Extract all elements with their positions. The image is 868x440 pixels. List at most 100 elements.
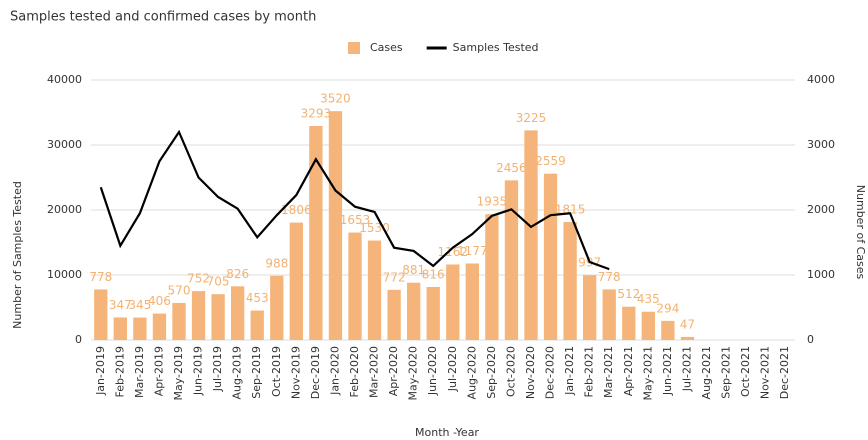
data-label: 2559 bbox=[535, 154, 566, 168]
y2-tick-label: 1000 bbox=[807, 268, 835, 281]
bar bbox=[426, 286, 440, 340]
data-label: 1177 bbox=[457, 244, 488, 258]
bar bbox=[309, 125, 323, 340]
bar bbox=[133, 317, 147, 340]
bar bbox=[446, 264, 460, 340]
x-tick-label: Aug-2020 bbox=[465, 346, 478, 399]
data-label: 406 bbox=[148, 294, 171, 308]
bar bbox=[602, 289, 616, 340]
bar bbox=[289, 222, 303, 340]
y2-tick-label: 4000 bbox=[807, 73, 835, 86]
data-label: 294 bbox=[656, 301, 679, 315]
x-tick-label: May-2019 bbox=[172, 346, 185, 401]
y-axis-title: Number of Samples Tested bbox=[11, 181, 24, 329]
x-tick-label: Apr-2020 bbox=[387, 346, 400, 396]
x-tick-label: Mar-2019 bbox=[133, 346, 146, 398]
x-tick-label: Oct-2020 bbox=[504, 346, 517, 397]
y2-tick-label: 2000 bbox=[807, 203, 835, 216]
bar bbox=[231, 286, 245, 340]
x-tick-label: Mar-2020 bbox=[368, 346, 381, 398]
data-label: 453 bbox=[246, 291, 269, 305]
x-tick-label: Apr-2021 bbox=[622, 346, 635, 396]
bar bbox=[94, 289, 108, 340]
data-label: 705 bbox=[207, 275, 230, 289]
data-label: 816 bbox=[422, 267, 445, 281]
bar bbox=[348, 232, 362, 340]
x-tick-label: Nov-2021 bbox=[759, 346, 772, 399]
x-tick-label: Apr-2019 bbox=[152, 346, 165, 396]
chart-title: Samples tested and confirmed cases by mo… bbox=[10, 10, 316, 25]
legend-label: Samples Tested bbox=[453, 41, 539, 54]
x-tick-label: Jan-2019 bbox=[94, 346, 107, 396]
bar bbox=[407, 282, 421, 340]
bar bbox=[543, 173, 558, 340]
x-tick-label: Dec-2021 bbox=[778, 346, 791, 399]
x-tick-label: Jun-2019 bbox=[192, 346, 205, 396]
data-label: 1653 bbox=[340, 213, 371, 227]
x-tick-label: Jul-2019 bbox=[211, 346, 224, 392]
x-tick-label: Jul-2020 bbox=[446, 346, 459, 392]
data-label: 3520 bbox=[320, 92, 351, 106]
bar bbox=[270, 275, 284, 340]
bar bbox=[250, 310, 264, 340]
bar bbox=[504, 180, 519, 340]
x-tick-label: Nov-2020 bbox=[524, 346, 537, 399]
x-tick-label: Nov-2019 bbox=[289, 346, 302, 399]
bar bbox=[172, 302, 186, 340]
x-tick-label: Aug-2021 bbox=[700, 346, 713, 399]
x-tick-label: May-2021 bbox=[641, 346, 654, 401]
data-label: 2456 bbox=[496, 161, 527, 175]
bar bbox=[680, 336, 695, 340]
data-label: 826 bbox=[226, 267, 249, 281]
x-tick-label: Feb-2020 bbox=[348, 346, 361, 397]
y-tick-label: 20000 bbox=[47, 203, 82, 216]
data-label: 1935 bbox=[477, 195, 508, 209]
data-label: 512 bbox=[617, 287, 640, 301]
data-label: 345 bbox=[128, 298, 151, 312]
data-label: 570 bbox=[168, 283, 191, 297]
data-label: 988 bbox=[265, 256, 288, 270]
bar bbox=[661, 320, 675, 340]
data-label: 772 bbox=[383, 270, 406, 284]
bar bbox=[113, 317, 127, 340]
y-tick-label: 10000 bbox=[47, 268, 82, 281]
bar bbox=[367, 240, 382, 340]
legend-swatch bbox=[348, 42, 360, 54]
data-label: 347 bbox=[109, 298, 132, 312]
x-tick-label: Jan-2020 bbox=[328, 346, 341, 396]
x-tick-label: Mar-2021 bbox=[602, 346, 615, 398]
y2-axis-title: Number of Cases bbox=[854, 185, 867, 280]
x-tick-label: Jun-2020 bbox=[426, 346, 439, 396]
bar bbox=[563, 222, 577, 340]
bar bbox=[152, 313, 167, 340]
x-tick-label: Sep-2019 bbox=[250, 346, 263, 399]
data-label: 47 bbox=[680, 317, 695, 331]
bar bbox=[622, 306, 636, 340]
x-tick-label: Feb-2019 bbox=[113, 346, 126, 397]
x-tick-label: Sep-2021 bbox=[720, 346, 733, 399]
bar bbox=[524, 130, 538, 340]
bar bbox=[485, 214, 499, 340]
x-tick-label: Jul-2021 bbox=[680, 346, 693, 392]
x-tick-label: Oct-2021 bbox=[739, 346, 752, 397]
x-tick-label: Jan-2021 bbox=[563, 346, 576, 396]
bar bbox=[191, 291, 206, 340]
bar bbox=[211, 294, 225, 340]
bar bbox=[583, 275, 597, 340]
data-label: 3293 bbox=[301, 106, 332, 120]
x-tick-label: Oct-2019 bbox=[270, 346, 283, 397]
y2-tick-label: 0 bbox=[807, 333, 814, 346]
data-label: 435 bbox=[637, 292, 660, 306]
y2-tick-label: 3000 bbox=[807, 138, 835, 151]
data-label: 778 bbox=[89, 270, 112, 284]
data-label: 778 bbox=[598, 270, 621, 284]
y-tick-label: 40000 bbox=[47, 73, 82, 86]
data-label: 752 bbox=[187, 272, 210, 286]
bar bbox=[328, 111, 343, 340]
data-label: 881 bbox=[402, 263, 425, 277]
data-label: 1806 bbox=[281, 203, 312, 217]
y-tick-label: 0 bbox=[75, 333, 82, 346]
x-tick-label: Jun-2021 bbox=[661, 346, 674, 396]
x-tick-label: Dec-2019 bbox=[309, 346, 322, 399]
